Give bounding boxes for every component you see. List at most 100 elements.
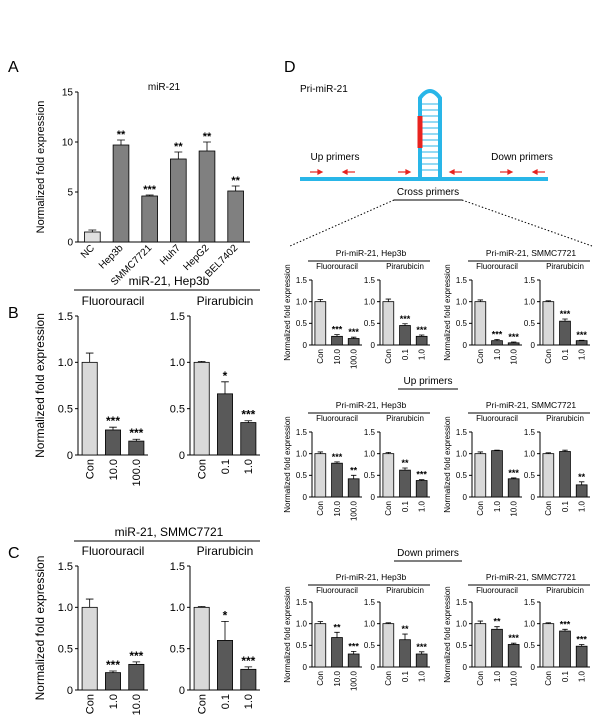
- x-tick-label: Con: [384, 349, 393, 364]
- y-tick-label: 0: [463, 341, 468, 350]
- y-tick-label: 0.5: [364, 319, 376, 328]
- y-axis-label: Normalized fold expression: [443, 264, 452, 361]
- significance: **: [401, 458, 409, 468]
- significance: ***: [508, 633, 519, 643]
- y-tick-label: 1.0: [524, 449, 536, 458]
- y-tick-label: 15: [62, 88, 74, 99]
- y-tick-label: 0.5: [170, 644, 185, 656]
- y-tick-label: 0.5: [364, 471, 376, 480]
- group-name: Pirarubicin: [197, 544, 254, 558]
- bar: [331, 462, 343, 498]
- bar: [491, 450, 503, 498]
- y-tick-label: 1.0: [296, 297, 308, 306]
- bar: [507, 644, 520, 668]
- bar: [170, 158, 187, 243]
- significance: **: [350, 465, 358, 475]
- significance: ***: [492, 329, 503, 339]
- error-bar: [477, 299, 484, 302]
- significance: ***: [416, 325, 427, 335]
- x-tick-label: 0.1: [401, 348, 410, 360]
- y-tick-label: 0.5: [456, 641, 468, 650]
- y-axis-label: Normalized fold expression: [35, 101, 47, 234]
- x-tick-label: 0.1: [561, 500, 570, 512]
- y-tick-label: 0: [371, 663, 376, 672]
- bar: [382, 623, 395, 668]
- y-tick-label: 0: [531, 341, 536, 350]
- chart-title: Pri-miR-21, Hep3b: [336, 572, 407, 582]
- error-bar: [317, 451, 324, 454]
- group-name: Pirarubicin: [546, 586, 584, 595]
- x-tick-label: 1.0: [417, 500, 426, 512]
- group-name: Fluorouracil: [316, 262, 358, 271]
- y-tick-label: 0: [463, 493, 468, 502]
- error-bar: [197, 361, 206, 363]
- bar: [347, 653, 360, 668]
- x-tick-label: Con: [476, 501, 485, 516]
- significance: ***: [129, 426, 143, 440]
- y-tick-label: 0: [531, 493, 536, 502]
- error-bar: [562, 318, 568, 322]
- y-tick-label: 0: [371, 493, 376, 502]
- error-bar: [132, 661, 141, 665]
- error-bar: [109, 426, 117, 430]
- y-tick-label: 1.0: [364, 449, 376, 458]
- bar: [575, 645, 588, 668]
- bar: [240, 422, 257, 456]
- group-name: Pirarubicin: [546, 414, 584, 423]
- x-tick-label: Con: [197, 694, 209, 714]
- error-bar: [197, 606, 206, 608]
- x-tick-label: 10.0: [509, 670, 518, 686]
- error-bar: [334, 631, 340, 638]
- bar: [81, 606, 98, 691]
- x-tick-label: 1.0: [577, 500, 586, 512]
- y-tick-label: 1.5: [456, 428, 468, 437]
- y-tick-label: 0: [179, 685, 185, 697]
- bar: [128, 663, 145, 691]
- error-bar: [477, 451, 484, 454]
- error-bar: [578, 481, 585, 485]
- error-bar: [562, 628, 568, 632]
- x-tick-label: Con: [316, 671, 325, 686]
- y-tick-label: 1.0: [456, 619, 468, 628]
- y-tick-label: 0.5: [524, 319, 536, 328]
- y-tick-label: 0: [531, 663, 536, 672]
- x-tick-label: Huh7: [158, 243, 183, 268]
- bar: [399, 325, 411, 346]
- error-bar: [117, 139, 125, 145]
- group-name: Fluorouracil: [316, 586, 358, 595]
- significance: **: [401, 624, 409, 634]
- bar: [559, 630, 571, 668]
- y-tick-label: 5: [67, 188, 73, 199]
- chart-title: Pri-miR-21, SMMC7721: [486, 572, 576, 582]
- x-tick-label: Con: [316, 501, 325, 516]
- bar: [474, 453, 487, 498]
- bar: [81, 361, 98, 456]
- x-tick-label: Con: [384, 501, 393, 516]
- bar: [474, 623, 487, 668]
- x-tick-label: Con: [544, 671, 553, 686]
- bar: [347, 338, 360, 346]
- bar: [415, 480, 428, 498]
- significance: **: [333, 622, 341, 632]
- x-tick-label: 1.0: [493, 500, 502, 512]
- y-tick-label: 1.5: [296, 598, 308, 607]
- error-bar: [334, 461, 340, 464]
- diagram-label: Up primers: [311, 152, 360, 163]
- section-title: Up primers: [404, 376, 453, 387]
- x-tick-label: 10.0: [509, 348, 518, 364]
- y-tick-label: 1.0: [524, 297, 536, 306]
- significance: ***: [576, 330, 587, 340]
- x-tick-label: Con: [85, 459, 97, 479]
- x-tick-label: Con: [544, 349, 553, 364]
- significance: ***: [400, 314, 411, 324]
- group-name: Pirarubicin: [386, 586, 424, 595]
- group-name: Pirarubicin: [386, 262, 424, 271]
- x-tick-label: 100.0: [349, 670, 358, 691]
- y-tick-label: 0.5: [296, 319, 308, 328]
- chart-title: miR-21: [148, 82, 181, 93]
- y-tick-label: 1.5: [524, 276, 536, 285]
- y-tick-label: 1.0: [58, 357, 73, 369]
- error-bar: [317, 299, 324, 302]
- y-tick-label: 0: [179, 450, 185, 462]
- significance: ***: [129, 649, 143, 663]
